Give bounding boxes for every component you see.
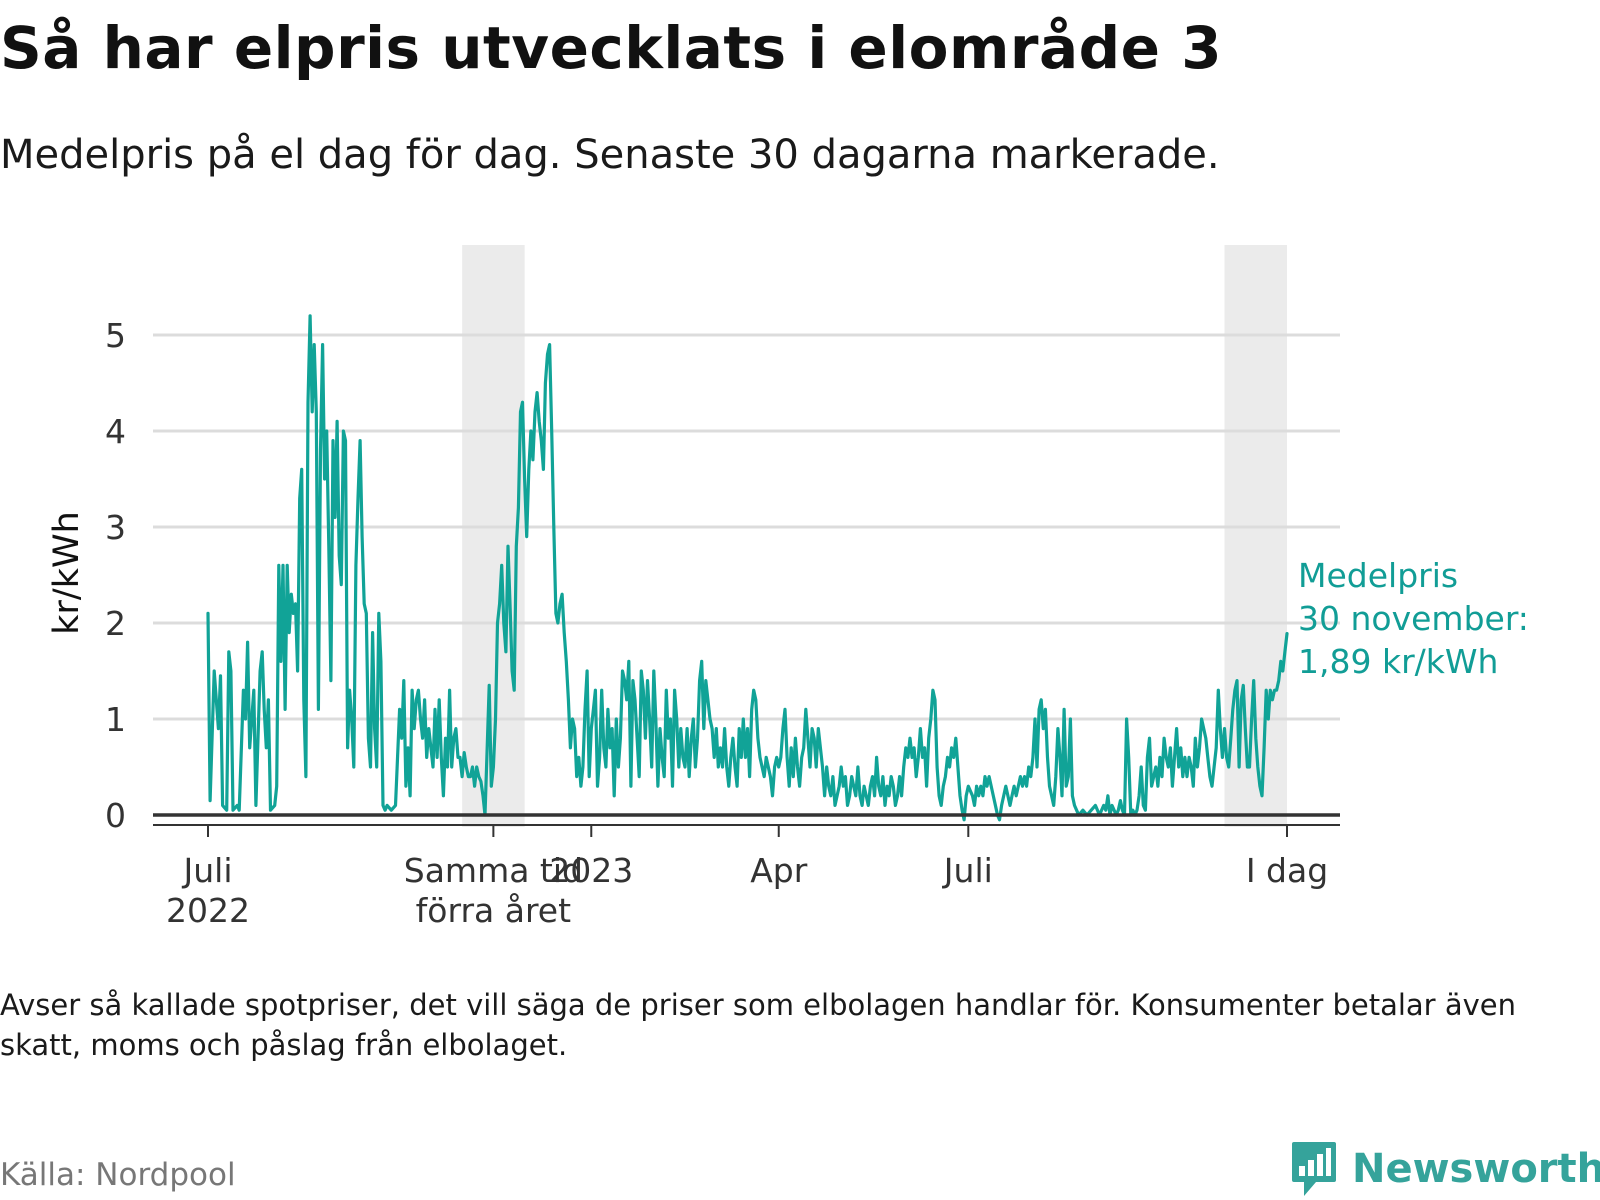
y-axis-ticks: 0 1 2 3 4 5 [105,316,126,835]
y-tick-label-1: 1 [105,700,126,739]
x-tick-label-1: Juli 2022 [166,851,250,930]
annotation-line-3: 1,89 kr/kWh [1298,642,1498,681]
brand-name: Newsworthy [1352,1146,1600,1192]
newsworthy-logo[interactable]: Newsworthy [1290,1140,1600,1198]
shaded-range-1 [462,245,525,827]
price-series [206,314,1289,822]
x-tick-label-6: I dag [1246,851,1328,890]
x-tick-label-2: Samma tid förra året [404,851,583,930]
x-tick-label-line: 2022 [166,891,250,930]
x-tick-label-4: Apr [750,851,808,890]
y-tick-label-3: 3 [105,508,126,547]
series-line-1 [206,314,1289,822]
chart-title: Så har elpris utvecklats i elområde 3 [0,14,1223,82]
x-tick-label-line: 2023 [549,851,633,890]
shaded-periods [462,245,1287,827]
y-axis-title: kr/kWh [47,511,87,635]
y-tick-label-4: 4 [105,412,126,451]
newsworthy-logo-icon [1292,1142,1336,1196]
annotation-line-1: Medelpris [1298,556,1458,595]
x-tick-label-line: förra året [416,891,571,930]
x-tick-label-line: I dag [1246,851,1328,890]
y-tick-label-5: 5 [105,316,126,355]
source-label: Källa: Nordpool [0,1157,236,1193]
x-tick-label-line: Apr [750,851,808,890]
x-tick-label-5: Juli [942,851,993,890]
x-tick-label-line: Juli [182,851,233,890]
x-tick-label-line: Samma tid [404,851,583,890]
chart-subtitle: Medelpris på el dag för dag. Senaste 30 … [0,132,1220,178]
annotation-line-2: 30 november: [1298,599,1529,638]
y-tick-label-2: 2 [105,604,126,643]
x-tick-label-3: 2023 [549,851,633,890]
x-tick-label-line: Juli [942,851,993,890]
footnote: Avser så kallade spotpriser, det vill sä… [0,988,1516,1062]
latest-price-annotation: Medelpris 30 november: 1,89 kr/kWh [1298,556,1529,681]
y-tick-label-0: 0 [105,796,126,835]
